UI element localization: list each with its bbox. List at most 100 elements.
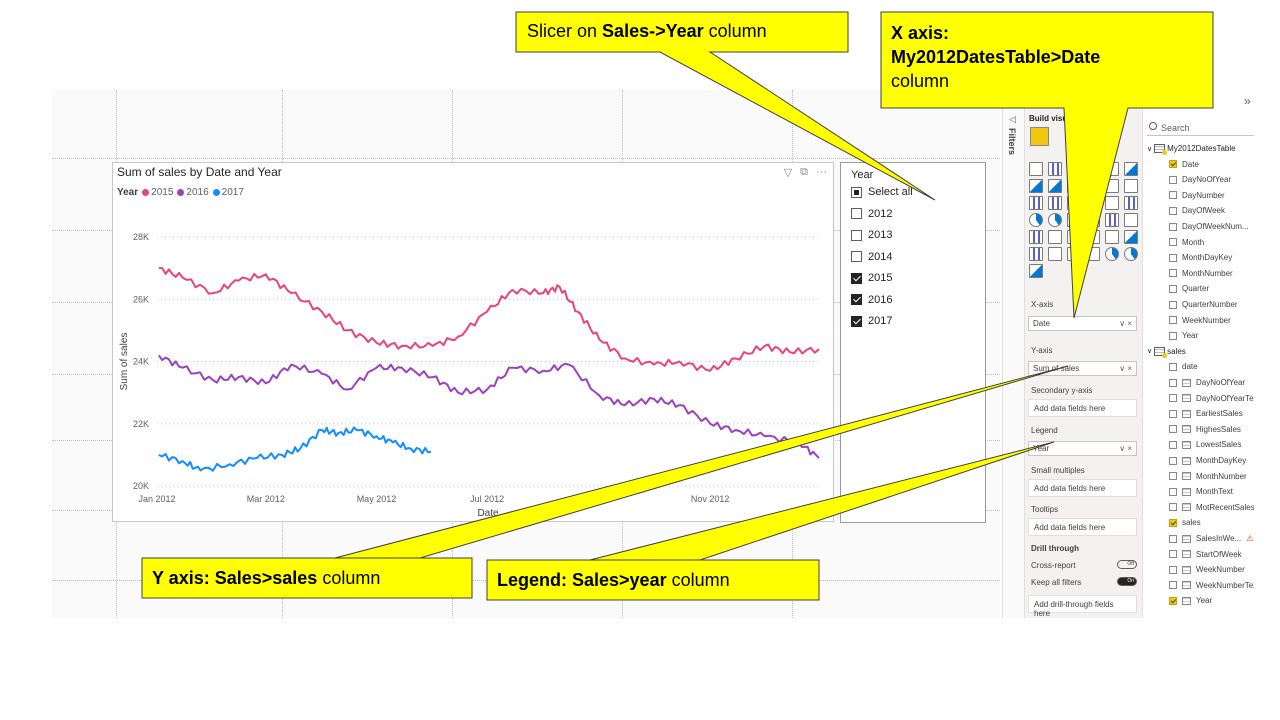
slicer-checkbox[interactable] (851, 315, 862, 327)
field-checkbox[interactable] (1169, 503, 1177, 512)
field-checkbox[interactable] (1169, 472, 1177, 481)
line-chart-visual[interactable]: 20K 22K 24K 26K 28K Jan 2012 Mar 2012 May 2012 J… (112, 162, 834, 522)
x-axis-well[interactable]: Date ∨ × (1028, 316, 1137, 331)
field-checkbox[interactable] (1169, 378, 1177, 387)
field-item[interactable]: MonthDayKey (1169, 456, 1246, 465)
visual-type-icon[interactable] (1124, 230, 1138, 244)
field-checkbox[interactable] (1169, 456, 1177, 465)
field-checkbox[interactable] (1169, 518, 1177, 527)
slicer-checkbox[interactable] (851, 186, 862, 198)
visual-type-icon[interactable] (1067, 247, 1081, 261)
chevron-down-icon[interactable]: ∨ (1147, 145, 1153, 153)
chevron-down-icon[interactable]: ∨ (1147, 348, 1153, 356)
field-checkbox[interactable] (1169, 596, 1177, 605)
slicer-checkbox[interactable] (851, 229, 862, 241)
secondary-y-axis-well[interactable]: Add data fields here (1028, 399, 1137, 417)
visual-type-icon[interactable] (1105, 230, 1119, 244)
visual-type-icon[interactable] (1029, 247, 1043, 261)
visual-type-icon[interactable] (1124, 196, 1138, 210)
visual-type-icon[interactable] (1029, 213, 1043, 227)
tooltips-well[interactable]: Add data fields here (1028, 518, 1137, 536)
field-checkbox[interactable] (1169, 222, 1177, 231)
table-My2012DatesTable[interactable]: ∨ My2012DatesTable (1147, 144, 1236, 155)
visual-type-icon[interactable] (1029, 179, 1043, 193)
field-checkbox[interactable] (1169, 409, 1177, 418)
visual-type-icon[interactable] (1086, 162, 1100, 176)
field-item[interactable]: DayNoOfYearText (1169, 394, 1254, 403)
field-item[interactable]: Quarter (1169, 284, 1209, 293)
expand-pane-icon[interactable]: » (1244, 94, 1251, 108)
remove-field-icon[interactable]: ∨ × (1119, 444, 1132, 453)
slicer-checkbox[interactable] (851, 294, 862, 305)
field-item[interactable]: MonthDayKey (1169, 253, 1232, 262)
visual-type-icon[interactable] (1086, 196, 1100, 210)
field-checkbox[interactable] (1169, 331, 1177, 340)
visual-type-icon[interactable] (1067, 179, 1081, 193)
series-line-2015[interactable] (158, 267, 820, 372)
search-input[interactable]: Search (1147, 120, 1254, 136)
series-line-2017[interactable] (158, 426, 432, 472)
visual-type-icon[interactable] (1048, 179, 1062, 193)
field-item[interactable]: MotRecentSales (1169, 503, 1254, 512)
slicer-checkbox[interactable] (851, 272, 862, 284)
filter-icon[interactable]: ▽ (783, 167, 793, 179)
field-checkbox[interactable] (1169, 269, 1177, 278)
visual-type-icon[interactable] (1124, 179, 1138, 193)
year-slicer[interactable]: Year Select all 2012 2013 2014 2015 2016 2017 (840, 162, 986, 523)
field-item[interactable]: Year (1169, 596, 1212, 605)
slicer-item[interactable]: 2015 (851, 272, 892, 284)
field-checkbox[interactable] (1169, 440, 1177, 449)
visual-type-icon[interactable] (1105, 196, 1119, 210)
slicer-item[interactable]: 2013 (851, 229, 892, 241)
field-item[interactable]: MonthNumber (1169, 269, 1233, 278)
visual-type-icon[interactable] (1029, 162, 1043, 176)
field-item[interactable]: StartOfWeek (1169, 550, 1242, 559)
visual-type-icon[interactable] (1048, 196, 1062, 210)
visual-type-icon[interactable] (1086, 179, 1100, 193)
visual-type-icon[interactable] (1086, 247, 1100, 261)
field-checkbox[interactable] (1169, 394, 1177, 403)
visual-type-icon[interactable] (1105, 247, 1119, 261)
visual-type-icon[interactable] (1105, 162, 1119, 176)
keep-filters-toggle[interactable]: On (1117, 577, 1137, 586)
visual-type-icon[interactable] (1124, 162, 1138, 176)
visual-type-icon[interactable] (1124, 213, 1138, 227)
visual-type-icon[interactable] (1067, 230, 1081, 244)
visual-type-icon[interactable] (1029, 196, 1043, 210)
cross-report-toggle[interactable]: Off (1117, 560, 1137, 569)
field-checkbox[interactable] (1169, 160, 1177, 169)
slicer-item[interactable]: 2017 (851, 315, 892, 327)
field-checkbox[interactable] (1169, 316, 1177, 325)
field-checkbox[interactable] (1169, 253, 1177, 262)
field-checkbox[interactable] (1169, 565, 1177, 574)
visual-type-icon[interactable] (1029, 230, 1043, 244)
slicer-item[interactable]: Select all (851, 186, 913, 198)
field-item[interactable]: Month (1169, 238, 1204, 247)
field-item[interactable]: MonthText (1169, 487, 1233, 496)
slicer-checkbox[interactable] (851, 251, 862, 262)
field-item[interactable]: DayNumber (1169, 191, 1225, 200)
visual-type-icon[interactable] (1086, 213, 1100, 227)
field-checkbox[interactable] (1169, 362, 1177, 371)
visual-type-icon[interactable] (1086, 230, 1100, 244)
focus-mode-icon[interactable]: ⧉ (800, 166, 808, 178)
field-item[interactable]: WeekNumber (1169, 316, 1231, 325)
visual-type-icon[interactable] (1048, 230, 1062, 244)
drill-through-well[interactable]: Add drill-through fields here (1028, 595, 1137, 618)
slicer-checkbox[interactable] (851, 208, 862, 219)
visual-type-icon[interactable] (1105, 179, 1119, 193)
field-checkbox[interactable] (1169, 206, 1177, 215)
field-checkbox[interactable] (1169, 284, 1177, 293)
field-checkbox[interactable] (1169, 534, 1177, 543)
y-axis-well[interactable]: Sum of sales ∨ × (1028, 361, 1137, 376)
field-checkbox[interactable] (1169, 300, 1177, 309)
field-item[interactable]: QuarterNumber (1169, 300, 1238, 309)
more-options-icon[interactable]: ··· (816, 166, 827, 178)
visual-type-icon[interactable] (1029, 264, 1043, 278)
visual-type-icon[interactable] (1105, 213, 1119, 227)
series-line-2016[interactable] (157, 354, 820, 459)
slicer-item[interactable]: 2016 (851, 294, 892, 306)
legend-item-2017[interactable]: 2017 (212, 187, 244, 198)
legend-item-2015[interactable]: 2015 (142, 187, 173, 198)
visual-type-icon[interactable] (1124, 247, 1138, 261)
